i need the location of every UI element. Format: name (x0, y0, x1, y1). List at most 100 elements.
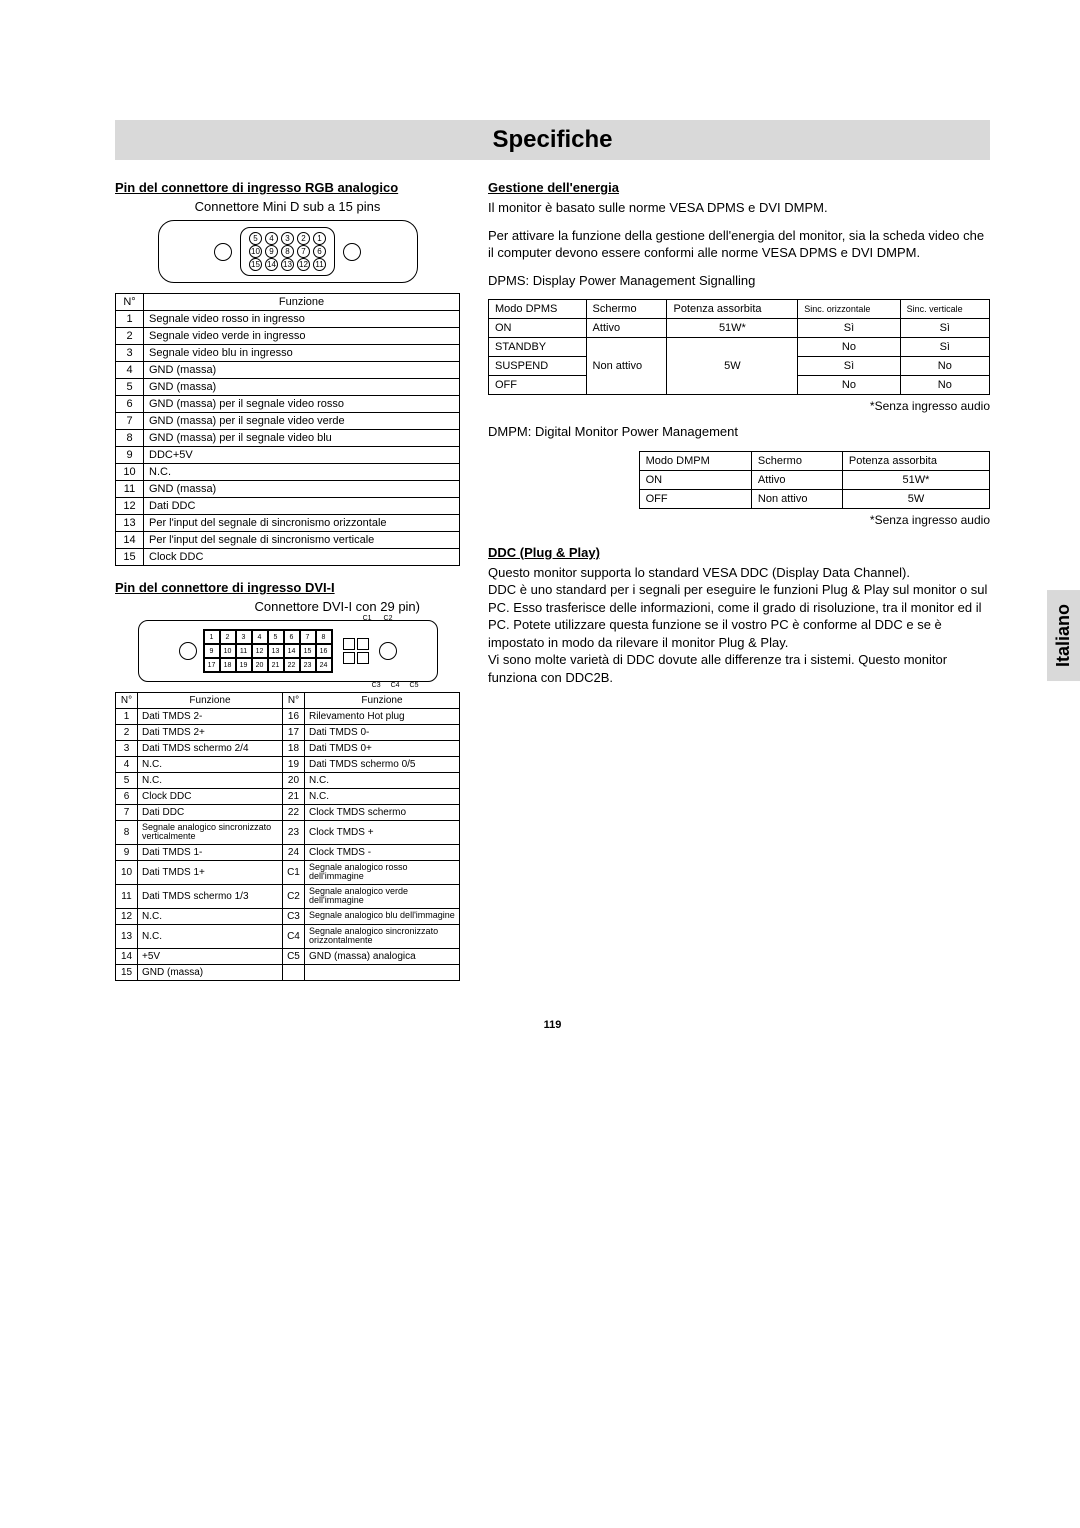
dvi-bot-labels: C3 C4 C5 (372, 682, 419, 689)
cell: N.C. (138, 908, 283, 924)
cell: 6 (116, 789, 138, 805)
table-row: 3Segnale video blu in ingresso (116, 345, 460, 362)
dpms-h4: Sinc. orizzontale (798, 300, 900, 319)
dpms-h5: Sinc. verticale (900, 300, 989, 319)
table-row: 11Dati TMDS schermo 1/3C2Segnale analogi… (116, 884, 460, 908)
cell: GND (massa) (138, 964, 283, 980)
dpms-h2: Schermo (586, 300, 667, 319)
table-row: 3Dati TMDS schermo 2/418Dati TMDS 0+ (116, 741, 460, 757)
cell: Attivo (586, 319, 667, 338)
connector-hole-icon (214, 243, 232, 261)
pin-cell: 11 (236, 644, 252, 658)
cell: 5 (116, 379, 144, 396)
cell: 1 (116, 709, 138, 725)
pin-cell: 5 (268, 630, 284, 644)
label-c5: C5 (410, 682, 419, 689)
cell: N.C. (304, 789, 459, 805)
cell: 5 (116, 773, 138, 789)
power-para2: Per attivare la funzione della gestione … (488, 227, 990, 262)
ddc-para3: Vi sono molte varietà di DDC dovute alle… (488, 651, 990, 686)
cell: 23 (282, 821, 304, 845)
cell: 4 (116, 757, 138, 773)
table-row: 5N.C.20N.C. (116, 773, 460, 789)
pin-cell: 7 (300, 630, 316, 644)
cell: 11 (116, 481, 144, 498)
label-c2: C2 (384, 615, 393, 622)
pin-circle: 14 (265, 258, 278, 271)
power-note2: *Senza ingresso audio (488, 513, 990, 527)
cell: 24 (282, 844, 304, 860)
cell: Segnale analogico verde dell'immagine (304, 884, 459, 908)
cell: 10 (116, 860, 138, 884)
cell (282, 964, 304, 980)
cell: Dati TMDS 2+ (138, 725, 283, 741)
rgb-connector-diagram: 54321 109876 1514131211 (158, 220, 418, 283)
pin-circle: 11 (313, 258, 326, 271)
connector-hole-icon (179, 642, 197, 660)
table-row: 7GND (massa) per il segnale video verde (116, 413, 460, 430)
pin-circle: 7 (297, 245, 310, 258)
content-columns: Pin del connettore di ingresso RGB analo… (115, 178, 990, 995)
cell: Sì (900, 319, 989, 338)
cell: 15 (116, 964, 138, 980)
cell: 7 (116, 805, 138, 821)
cell: Clock DDC (138, 789, 283, 805)
pin-cell: 19 (236, 658, 252, 672)
pin-cell: 3 (236, 630, 252, 644)
table-row: 1Segnale video rosso in ingresso (116, 311, 460, 328)
cell: GND (massa) (144, 481, 460, 498)
cell: N.C. (138, 773, 283, 789)
cell: Clock TMDS - (304, 844, 459, 860)
th-no: N° (116, 693, 138, 709)
cell: 51W* (842, 470, 989, 489)
cell: Per l'input del segnale di sincronismo v… (144, 532, 460, 549)
cell: GND (massa) (144, 379, 460, 396)
table-row: 7Dati DDC22Clock TMDS schermo (116, 805, 460, 821)
cell: 11 (116, 884, 138, 908)
table-row: 8GND (massa) per il segnale video blu (116, 430, 460, 447)
connector-hole-icon (343, 243, 361, 261)
cell: No (900, 357, 989, 376)
cell: Segnale analogico sincronizzato vertical… (138, 821, 283, 845)
pin-cell: 2 (220, 630, 236, 644)
cell: 10 (116, 464, 144, 481)
table-row: 9Dati TMDS 1-24Clock TMDS - (116, 844, 460, 860)
dvi-pin-grid: 12345678 910111213141516 171819202122232… (203, 629, 333, 673)
title-bar: Specifiche (115, 120, 990, 160)
pin-cell: 17 (204, 658, 220, 672)
dvi-pin-table: N° Funzione N° Funzione 1Dati TMDS 2-16R… (115, 692, 460, 981)
table-row: 15GND (massa) (116, 964, 460, 980)
pin-circle: 1 (313, 232, 326, 245)
table-row: 2Dati TMDS 2+17Dati TMDS 0- (116, 725, 460, 741)
cell: Sì (900, 338, 989, 357)
power-para4: DMPM: Digital Monitor Power Management (488, 423, 990, 441)
cell: C3 (282, 908, 304, 924)
cell: 5W (667, 338, 798, 395)
pin-cell: 10 (220, 644, 236, 658)
cell: GND (massa) per il segnale video blu (144, 430, 460, 447)
cell: Dati TMDS schermo 1/3 (138, 884, 283, 908)
cell: Non attivo (751, 489, 842, 508)
cell: 9 (116, 844, 138, 860)
cell: 13 (116, 924, 138, 948)
cell: ON (489, 319, 587, 338)
pin-cell: 1 (204, 630, 220, 644)
label-c4: C4 (391, 682, 400, 689)
table-row: 4N.C.19Dati TMDS schermo 0/5 (116, 757, 460, 773)
cell: Segnale video verde in ingresso (144, 328, 460, 345)
power-para1: Il monitor è basato sulle norme VESA DPM… (488, 199, 990, 217)
dpms-h3: Potenza assorbita (667, 300, 798, 319)
pin-circle: 8 (281, 245, 294, 258)
pin-cell: 15 (300, 644, 316, 658)
cell: 12 (116, 498, 144, 515)
cell: Segnale video blu in ingresso (144, 345, 460, 362)
language-tab: Italiano (1047, 590, 1080, 681)
pin-circle-grid: 54321 109876 1514131211 (240, 227, 335, 276)
cell: 12 (116, 908, 138, 924)
table-row: 10Dati TMDS 1+C1Segnale analogico rosso … (116, 860, 460, 884)
cell: SUSPEND (489, 357, 587, 376)
cell: Attivo (751, 470, 842, 489)
cell: 2 (116, 328, 144, 345)
cell: DDC+5V (144, 447, 460, 464)
cell: No (798, 338, 900, 357)
